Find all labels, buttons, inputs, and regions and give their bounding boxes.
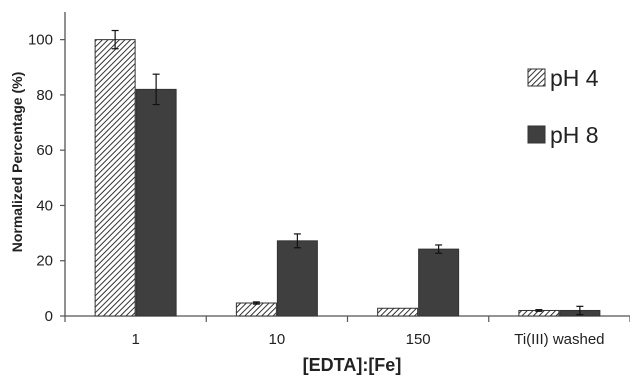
y-tick-label: 0 xyxy=(45,308,53,325)
bar-ph-8 xyxy=(135,88,177,317)
bar-ph-8 xyxy=(418,248,460,317)
y-tick-label: 100 xyxy=(28,32,53,49)
legend-label: pH 8 xyxy=(550,122,599,148)
legend-label: pH 4 xyxy=(550,65,599,91)
bar-ph-8 xyxy=(276,240,318,317)
y-tick-label: 20 xyxy=(36,253,53,270)
y-tick-label: 60 xyxy=(36,142,53,159)
bar-ph-4 xyxy=(94,39,136,317)
bar-ph-4 xyxy=(235,302,277,317)
y-tick-label: 40 xyxy=(36,197,53,214)
bar-ph-4 xyxy=(377,307,419,317)
legend-swatch xyxy=(527,125,546,144)
y-tick-label: 80 xyxy=(36,87,53,104)
legend-swatch xyxy=(527,68,546,87)
y-axis-title: Normalized Percentage (%) xyxy=(9,72,25,253)
x-tick-label: 10 xyxy=(269,331,286,348)
x-tick-label: 1 xyxy=(131,331,139,348)
x-axis-title: [EDTA]:[Fe] xyxy=(303,355,402,375)
x-tick-label: Ti(III) washed xyxy=(514,331,604,348)
x-tick-label: 150 xyxy=(406,331,431,348)
